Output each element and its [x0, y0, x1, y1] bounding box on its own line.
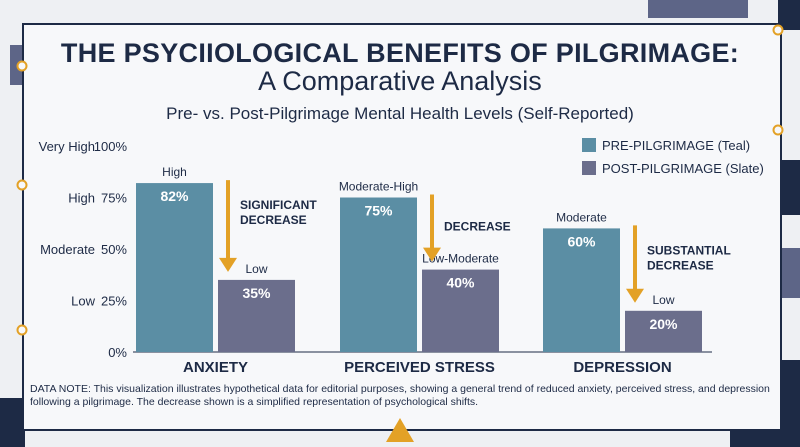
bar-level-label-pre: Moderate-High [339, 180, 418, 194]
y-tick-level-label: High [68, 191, 95, 206]
bar-level-label-post: Low [245, 262, 267, 276]
bar-value-label-post: 20% [649, 316, 678, 332]
y-tick-label: 25% [101, 294, 127, 309]
decrease-annotation: SUBSTANTIAL [647, 243, 731, 257]
bar-value-label-pre: 82% [160, 188, 189, 204]
chart-subtitle: Pre- vs. Post-Pilgrimage Mental Health L… [166, 104, 634, 123]
chart-legend: PRE-PILGRIMAGE (Teal) POST-PILGRIMAGE (S… [582, 135, 764, 181]
bar-level-label-post: Low [652, 293, 674, 307]
decrease-arrow-icon [626, 288, 644, 303]
deco-navy-block-bottomleft [0, 398, 25, 447]
y-tick-level-label: Low [71, 294, 95, 309]
bar-value-label-pre: 60% [567, 233, 596, 249]
legend-label-pre: PRE-PILGRIMAGE (Teal) [602, 137, 751, 153]
bar-level-label-post: Low-Moderate [422, 252, 499, 266]
y-tick-level-label: Moderate [40, 242, 95, 257]
decrease-annotation: SIGNIFICANT [240, 198, 317, 212]
legend-item-pre: PRE-PILGRIMAGE (Teal) [582, 135, 764, 155]
frame-dot-right [772, 124, 784, 136]
decrease-annotation: DECREASE [647, 258, 714, 272]
bar-post [422, 269, 499, 352]
legend-swatch-pre [582, 138, 596, 152]
y-tick-label: 100% [94, 139, 128, 154]
deco-navy-block-topright [778, 0, 800, 30]
bar-post [218, 279, 295, 352]
frame-dot-left [16, 179, 28, 191]
data-note: DATA NOTE: This visualization illustrate… [30, 383, 770, 408]
legend-swatch-post [582, 161, 596, 175]
x-category-label: DEPRESSION [573, 359, 671, 376]
bottom-triangle-icon [386, 418, 414, 442]
frame-dot-topleft [16, 60, 28, 72]
bar-value-label-post: 35% [242, 285, 271, 301]
bar-pre [543, 228, 620, 352]
y-tick-level-label: Very High [39, 139, 95, 154]
deco-slate-block-topright [648, 0, 748, 18]
y-tick-label: 0% [108, 345, 127, 360]
x-category-label: ANXIETY [183, 359, 248, 376]
chart-title-line1: THE PSYCIIOLOGICAL BENEFITS OF PILGRIMAG… [60, 38, 740, 68]
frame-dot-topright [772, 24, 784, 36]
chart-title-line2: A Comparative Analysis [258, 66, 542, 96]
decrease-annotation: DECREASE [240, 213, 307, 227]
bar-value-label-post: 40% [446, 275, 475, 291]
legend-label-post: POST-PILGRIMAGE (Slate) [602, 160, 764, 176]
y-tick-label: 75% [101, 191, 127, 206]
bar-level-label-pre: Moderate [556, 210, 607, 224]
decrease-annotation: DECREASE [444, 220, 511, 234]
y-tick-label: 50% [101, 242, 127, 257]
frame-dot-bottomleft [16, 324, 28, 336]
bar-pre [340, 197, 417, 352]
decrease-arrow-icon [219, 257, 237, 272]
bar-level-label-pre: High [162, 165, 187, 179]
legend-item-post: POST-PILGRIMAGE (Slate) [582, 158, 764, 178]
bar-post [625, 310, 702, 352]
x-category-label: PERCEIVED STRESS [344, 359, 495, 376]
bar-pre [136, 183, 213, 352]
decrease-arrow-icon [423, 247, 441, 262]
bar-value-label-pre: 75% [364, 203, 393, 219]
